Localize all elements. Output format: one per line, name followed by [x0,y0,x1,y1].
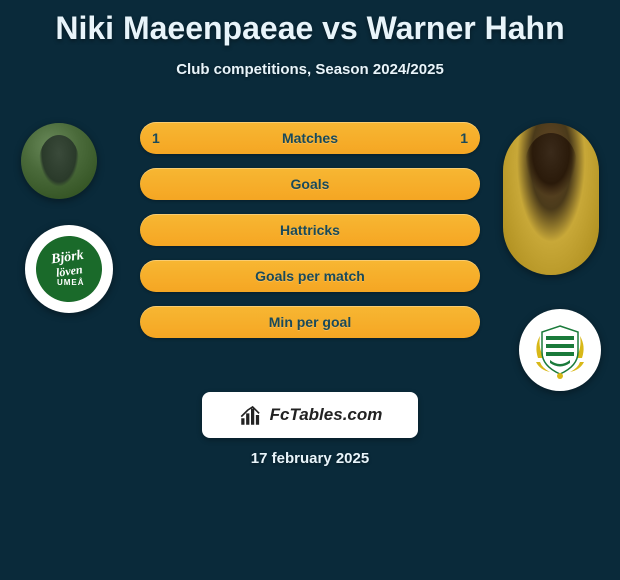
stat-label: Goals [291,176,330,192]
page-title: Niki Maeenpaeae vs Warner Hahn [0,0,620,47]
player-left-avatar [21,123,97,199]
stat-row-goals: Goals [140,168,480,200]
stats-container: 1 Matches 1 Goals Hattricks Goals per ma… [140,122,480,338]
stat-label: Min per goal [269,314,351,330]
brand-text: FcTables.com [270,405,383,425]
club-right-icon [528,318,592,382]
stat-label: Matches [282,130,338,146]
club-left-line3: UMEÅ [57,279,85,287]
stat-right-value: 1 [460,122,468,154]
stat-row-matches: 1 Matches 1 [140,122,480,154]
stat-row-goals-per-match: Goals per match [140,260,480,292]
stat-row-hattricks: Hattricks [140,214,480,246]
club-right-badge [519,309,601,391]
brand-badge: FcTables.com [202,392,418,438]
brand-chart-icon [238,402,264,428]
club-left-badge: Björk löven UMEÅ [25,225,113,313]
club-left-line2: löven [55,263,83,279]
stat-label: Goals per match [255,268,365,284]
stat-label: Hattricks [280,222,340,238]
subtitle: Club competitions, Season 2024/2025 [0,61,620,78]
stat-left-value: 1 [152,122,160,154]
date-text: 17 february 2025 [0,450,620,467]
player-right-avatar [503,123,599,275]
club-left-badge-inner: Björk löven UMEÅ [32,232,107,307]
stat-row-min-per-goal: Min per goal [140,306,480,338]
